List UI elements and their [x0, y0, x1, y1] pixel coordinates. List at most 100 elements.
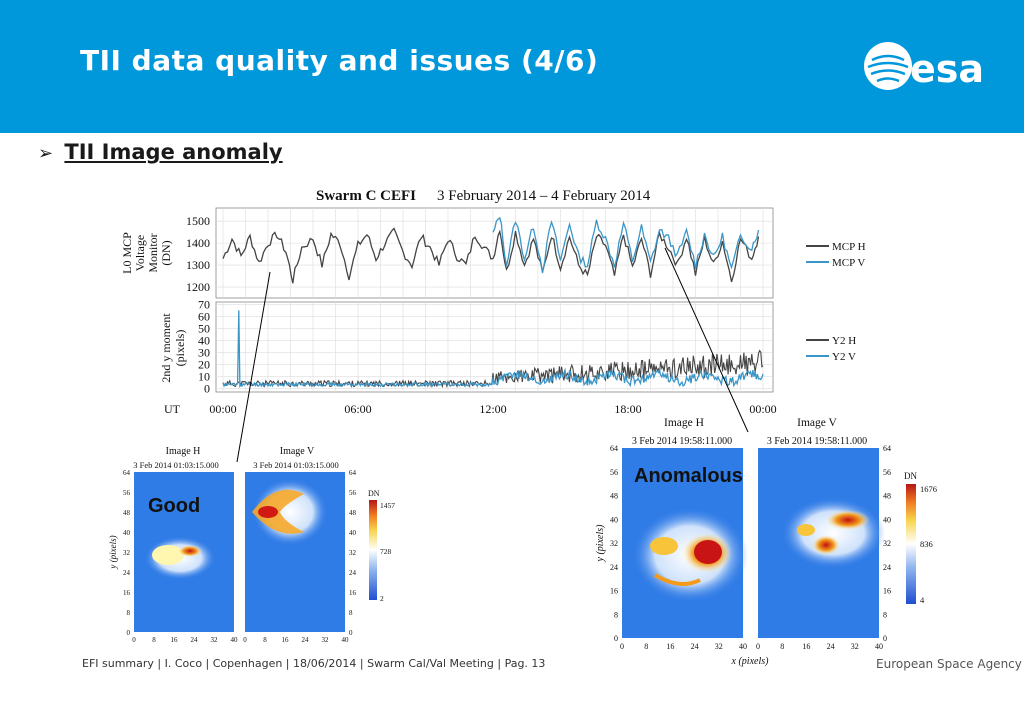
good-image-h-title: Image H — [166, 446, 201, 457]
y-tick-label: 32 — [123, 549, 131, 557]
arrow-bullet-icon: ➢ — [38, 143, 54, 164]
y-tick-label: 8 — [883, 610, 887, 619]
good-colorbar — [369, 500, 377, 600]
y-tick-label: 24 — [610, 563, 618, 572]
y-tick-label: 40 — [349, 529, 357, 537]
mcp-gridlines — [216, 208, 773, 298]
x-tick-label: 06:00 — [344, 402, 371, 416]
x-tick-label: 0 — [620, 642, 624, 651]
mcp-panel: 1200 1300 1400 1500 L0 MCP Voltage Monitor … — [120, 207, 866, 299]
esa-logo-icon: esa — [864, 42, 984, 91]
good-image-h-time: 3 Feb 2014 01:03:15.000 — [133, 460, 218, 470]
chart-title-bold: Swarm C CEFI — [316, 188, 416, 204]
svg-text:L0 MCP: L0 MCP — [120, 232, 134, 274]
y-tick-label: 48 — [610, 492, 618, 501]
y-tick-label: 8 — [127, 609, 131, 617]
anomalous-images: Image H Image V 3 Feb 2014 19:58:11.000 … — [595, 417, 937, 667]
series-line-mcp-v — [492, 216, 760, 274]
y-tick-label: 20 — [198, 357, 210, 371]
y-tick-label: 56 — [883, 468, 891, 477]
y-tick-label: 24 — [123, 569, 131, 577]
slide-title: TII data quality and issues (4/6) — [80, 44, 599, 77]
x-tick-label: 16 — [282, 636, 290, 644]
svg-text:(DN): (DN) — [159, 240, 173, 265]
anomalous-label: Anomalous — [634, 465, 743, 487]
good-image-v-ticks: 0 8 16 24 32 40 48 56 64 0 8 16 24 32 40 — [243, 469, 356, 644]
anomalous-image-h-ticks: 0 8 16 24 32 40 48 56 64 0 8 16 24 32 40 — [610, 444, 747, 651]
y-tick-label: 1300 — [186, 258, 210, 272]
anomalous-colorbar-title: DN — [904, 471, 917, 481]
x-tick-label: 24 — [191, 636, 199, 644]
y-tick-label: 64 — [883, 444, 891, 453]
y-tick-label: 70 — [198, 297, 210, 311]
y-tick-label: 10 — [198, 369, 210, 383]
slide-header: TII data quality and issues (4/6) esa — [0, 0, 1024, 133]
legend-label-mcp-v: MCP V — [832, 257, 865, 269]
y-tick-label: 48 — [349, 509, 357, 517]
y-tick-label: 40 — [198, 333, 210, 347]
bullet-heading: ➢ TII Image anomaly — [38, 140, 283, 164]
esa-logo-text: esa — [910, 47, 984, 91]
y-tick-label: 16 — [883, 587, 891, 596]
chart-title-date: 3 February 2014 – 4 February 2014 — [437, 188, 651, 204]
good-colorbar-min: 2 — [380, 594, 384, 603]
svg-text:(pixels): (pixels) — [173, 330, 187, 367]
y-tick-label: 16 — [123, 589, 131, 597]
y-tick-label: 0 — [127, 629, 131, 637]
x-tick-label: 8 — [644, 642, 648, 651]
anomalous-colorbar — [906, 484, 916, 604]
x-tick-label: 24 — [302, 636, 310, 644]
svg-text:Monitor: Monitor — [146, 233, 160, 272]
y2-y-axis-label: 2nd y moment (pixels) — [159, 313, 187, 383]
series-line-mcp-h — [222, 227, 760, 284]
y-tick-label: 48 — [883, 492, 891, 501]
x-tick-label: 8 — [263, 636, 267, 644]
anomalous-image-h-time: 3 Feb 2014 19:58:11.000 — [632, 436, 732, 447]
anomalous-x-axis-label: x (pixels) — [731, 656, 770, 667]
good-image-v-title: Image V — [280, 446, 315, 457]
good-images: Image H Image V 3 Feb 2014 01:03:15.000 … — [108, 446, 395, 644]
x-tick-label: 40 — [875, 642, 883, 651]
x-tick-label: 16 — [171, 636, 179, 644]
good-colorbar-mid: 728 — [380, 547, 392, 556]
legend-label-mcp-h: MCP H — [832, 241, 866, 253]
x-tick-label: 16 — [666, 642, 674, 651]
x-tick-label: 16 — [802, 642, 810, 651]
anomalous-colorbar-max: 1676 — [920, 484, 937, 494]
x-tick-label: 32 — [851, 642, 859, 651]
y-tick-label: 32 — [349, 549, 357, 557]
x-tick-label: 24 — [691, 642, 699, 651]
anomalous-y-axis-label: y (pixels) — [595, 524, 606, 563]
good-colorbar-title: DN — [368, 489, 380, 498]
y-tick-label: 1200 — [186, 280, 210, 294]
y-tick-label: 56 — [610, 468, 618, 477]
x-tick-label: 00:00 — [749, 402, 776, 416]
y-tick-label: 8 — [349, 609, 353, 617]
x-tick-label: 0 — [756, 642, 760, 651]
y-tick-label: 64 — [349, 469, 357, 477]
pointer-line-anomalous — [664, 247, 749, 433]
y-tick-label: 64 — [123, 469, 131, 477]
y-tick-label: 1500 — [186, 214, 210, 228]
x-axis-label-ut: UT — [164, 402, 181, 416]
svg-text:2nd y moment: 2nd y moment — [159, 313, 173, 383]
series-line-y2-v — [222, 310, 764, 388]
x-tick-label: 40 — [739, 642, 747, 651]
good-label: Good — [148, 495, 200, 517]
y-tick-label: 48 — [123, 509, 131, 517]
y2-plot-frame — [215, 301, 774, 393]
legend-label-y2-h: Y2 H — [832, 335, 856, 347]
mcp-y-axis-label: L0 MCP Voltage Monitor (DN) — [120, 232, 173, 274]
anomalous-image-v-ticks: 0 8 16 24 32 40 48 56 64 0 8 16 24 32 40 — [756, 444, 891, 651]
x-tick-label: 24 — [827, 642, 835, 651]
y-tick-label: 32 — [610, 539, 618, 548]
x-tick-label: 40 — [231, 636, 239, 644]
y-tick-label: 50 — [198, 321, 210, 335]
anomalous-image-h-title: Image H — [664, 417, 704, 429]
svg-text:Voltage: Voltage — [133, 235, 147, 271]
good-colorbar-max: 1457 — [380, 501, 395, 510]
y-tick-label: 40 — [610, 515, 618, 524]
y-tick-label: 16 — [610, 587, 618, 596]
